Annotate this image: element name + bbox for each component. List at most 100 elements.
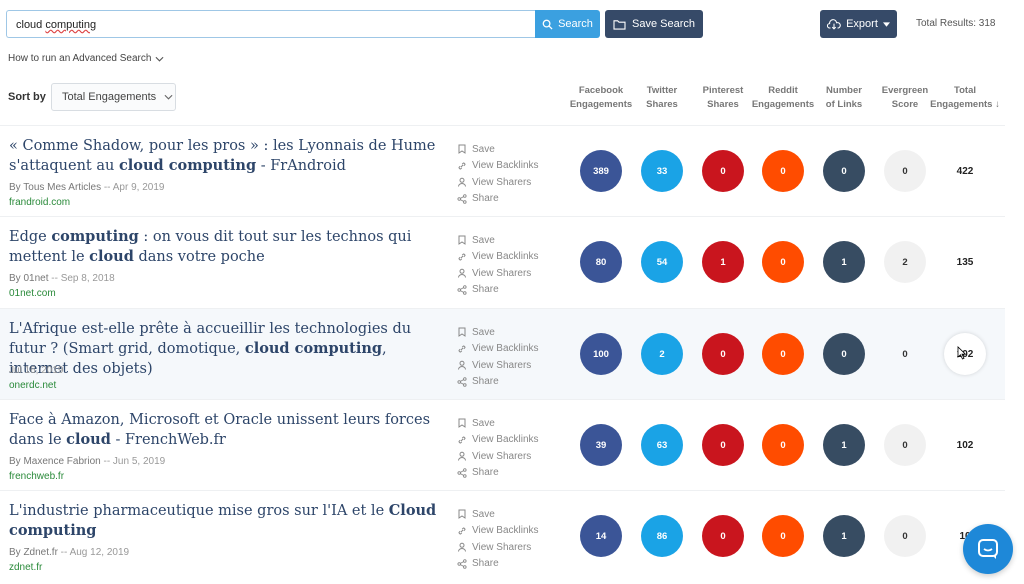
share-action[interactable]: Share	[457, 282, 567, 299]
share-action[interactable]: Share	[457, 191, 567, 208]
share-action[interactable]: Share	[457, 374, 567, 391]
title-text: Edge	[9, 229, 52, 245]
search-input[interactable]: cloud computing	[6, 10, 536, 38]
column-header-evergreen[interactable]: Evergreen Score	[867, 84, 943, 112]
article-title[interactable]: « Comme Shadow, pour les pros » : les Ly…	[9, 136, 439, 176]
reddit-engagements[interactable]: 0	[762, 241, 804, 283]
title-text: , internet des objets)	[9, 341, 387, 377]
column-header-twitter[interactable]: Twitter Shares	[624, 84, 700, 112]
view-backlinks-action[interactable]: View Backlinks	[457, 432, 567, 449]
reddit-engagements[interactable]: 0	[762, 424, 804, 466]
bookmark-icon	[458, 418, 466, 429]
view-backlinks-action[interactable]: View Backlinks	[457, 158, 567, 175]
column-header-pinterest[interactable]: Pinterest Shares	[685, 84, 761, 112]
facebook-engagements[interactable]: 100	[580, 333, 622, 375]
article-byline: Jul 16, 2019	[9, 365, 64, 376]
facebook-engagements[interactable]: 39	[580, 424, 622, 466]
save-action[interactable]: Save	[457, 506, 567, 523]
search-button[interactable]: Search	[535, 10, 600, 38]
column-header-reddit[interactable]: Reddit Engagements	[745, 84, 821, 112]
view-backlinks-action[interactable]: View Backlinks	[457, 523, 567, 540]
pinterest-shares[interactable]: 0	[702, 424, 744, 466]
number-of-links[interactable]: 1	[823, 241, 865, 283]
column-header-links[interactable]: Number of Links	[806, 84, 882, 112]
save-action[interactable]: Save	[457, 141, 567, 158]
view-backlinks-action[interactable]: View Backlinks	[457, 249, 567, 266]
view-sharers-action[interactable]: View Sharers	[457, 357, 567, 374]
share-label: Share	[472, 467, 499, 479]
column-header-line: Reddit	[768, 85, 798, 96]
article-title[interactable]: Face à Amazon, Microsoft et Oracle uniss…	[9, 410, 439, 450]
article-domain[interactable]: frenchweb.fr	[9, 471, 65, 482]
advanced-search-link[interactable]: How to run an Advanced Search	[8, 53, 164, 64]
article-title[interactable]: Edge computing : on vous dit tout sur le…	[9, 227, 439, 267]
twitter-shares[interactable]: 2	[641, 333, 683, 375]
number-of-links[interactable]: 0	[823, 333, 865, 375]
number-of-links[interactable]: 0	[823, 150, 865, 192]
twitter-shares[interactable]: 33	[641, 150, 683, 192]
mouse-cursor	[957, 346, 967, 360]
pinterest-shares[interactable]: 0	[702, 515, 744, 557]
share-action[interactable]: Share	[457, 556, 567, 573]
sort-select[interactable]: Total Engagements	[51, 83, 176, 111]
reddit-engagements[interactable]: 0	[762, 150, 804, 192]
column-header-facebook[interactable]: Facebook Engagements	[563, 84, 639, 112]
facebook-engagements[interactable]: 389	[580, 150, 622, 192]
reddit-engagements[interactable]: 0	[762, 333, 804, 375]
user-icon	[458, 178, 466, 187]
number-of-links[interactable]: 1	[823, 424, 865, 466]
column-header-line: Engagements ↓	[930, 99, 1000, 110]
article-title[interactable]: L'industrie pharmaceutique mise gros sur…	[9, 501, 439, 541]
article-author: By Zdnet.fr	[9, 547, 58, 558]
pinterest-shares[interactable]: 0	[702, 150, 744, 192]
result-row: L'Afrique est-elle prête à accueillir le…	[0, 308, 1005, 399]
share-action[interactable]: Share	[457, 465, 567, 482]
view-sharers-action[interactable]: View Sharers	[457, 174, 567, 191]
article-domain[interactable]: 01net.com	[9, 288, 56, 299]
save-action[interactable]: Save	[457, 415, 567, 432]
pinterest-shares[interactable]: 1	[702, 241, 744, 283]
save-action[interactable]: Save	[457, 324, 567, 341]
top-bar: cloud computing Search Save Search Expor…	[0, 0, 1024, 48]
chat-icon	[978, 539, 998, 559]
twitter-shares[interactable]: 63	[641, 424, 683, 466]
column-header-total[interactable]: Total Engagements ↓	[927, 84, 1003, 112]
save-action[interactable]: Save	[457, 232, 567, 249]
facebook-engagements[interactable]: 80	[580, 241, 622, 283]
total-engagements: 135	[956, 256, 974, 268]
article-date: -- Sep 8, 2018	[48, 273, 115, 284]
share-label: Share	[472, 284, 499, 296]
sort-label: Sort by	[8, 91, 46, 103]
view-sharers-action[interactable]: View Sharers	[457, 265, 567, 282]
view-sharers-action[interactable]: View Sharers	[457, 448, 567, 465]
article-title[interactable]: L'Afrique est-elle prête à accueillir le…	[9, 319, 439, 379]
pinterest-shares[interactable]: 0	[702, 333, 744, 375]
view-sharers-action[interactable]: View Sharers	[457, 539, 567, 556]
view-backlinks-label: View Backlinks	[472, 434, 539, 446]
facebook-engagements[interactable]: 14	[580, 515, 622, 557]
twitter-shares[interactable]: 54	[641, 241, 683, 283]
column-header-line: of Links	[825, 99, 863, 110]
view-backlinks-action[interactable]: View Backlinks	[457, 341, 567, 358]
article-domain[interactable]: onerdc.net	[9, 380, 57, 391]
user-icon	[458, 361, 466, 370]
save-action-label: Save	[472, 326, 495, 338]
reddit-engagements[interactable]: 0	[762, 515, 804, 557]
title-text: dans votre poche	[133, 249, 265, 265]
article-byline: By Zdnet.fr -- Aug 12, 2019	[9, 547, 129, 558]
title-text: L'Afrique est-elle prête à accueillir le…	[9, 321, 412, 357]
advanced-search-label: How to run an Advanced Search	[8, 53, 152, 64]
title-keyword: computing	[51, 228, 139, 245]
search-query-text: cloud	[16, 19, 46, 31]
number-of-links[interactable]: 1	[823, 515, 865, 557]
chat-widget-button[interactable]	[963, 524, 1013, 574]
view-sharers-label: View Sharers	[472, 450, 532, 462]
export-button[interactable]: Export	[820, 10, 897, 38]
share-icon	[457, 194, 467, 204]
article-date: -- Apr 9, 2019	[101, 182, 165, 193]
article-domain[interactable]: zdnet.fr	[9, 562, 43, 573]
twitter-shares[interactable]: 86	[641, 515, 683, 557]
save-search-button[interactable]: Save Search	[605, 10, 703, 38]
title-keyword: cloud	[66, 431, 111, 448]
article-domain[interactable]: frandroid.com	[9, 197, 71, 208]
